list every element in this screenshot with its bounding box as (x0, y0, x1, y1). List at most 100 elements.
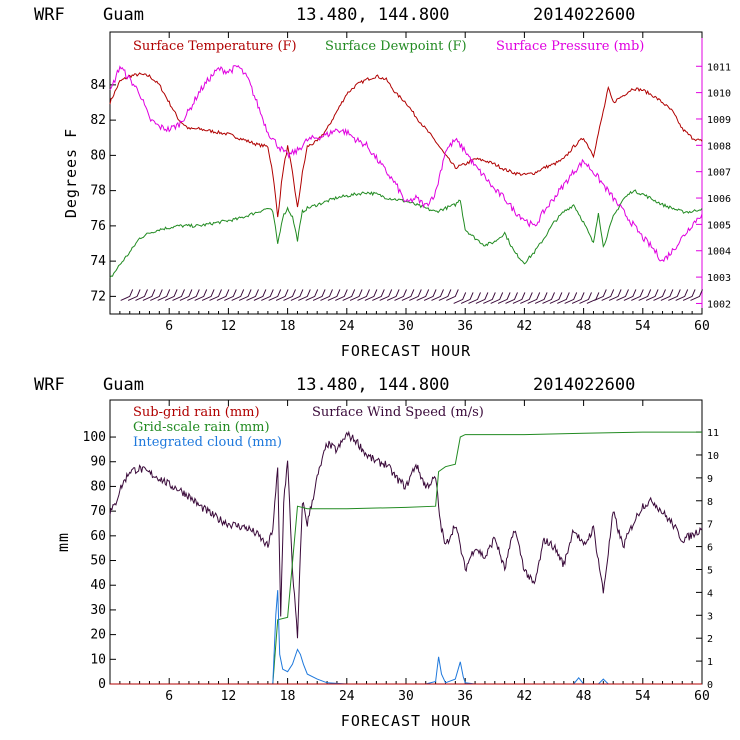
wind-barb (453, 292, 467, 304)
wind-barb (312, 289, 326, 301)
x-tick-label: 18 (280, 319, 296, 334)
wind-barb (253, 289, 267, 301)
y-tick-label: 82 (90, 113, 106, 128)
x-tick-label: 60 (694, 319, 710, 334)
y2-tick-label: 3 (707, 611, 713, 622)
chart2-series (109, 430, 703, 685)
series-pressure (109, 64, 703, 263)
chart2-xlabel: FORECAST HOUR (341, 712, 471, 730)
chart2-legend-wind-speed: Surface Wind Speed (m/s) (312, 405, 484, 420)
x-tick-label: 18 (280, 689, 296, 704)
x-tick-label: 54 (635, 689, 651, 704)
chart2-header-coords: 13.480, 144.800 (296, 375, 450, 395)
wind-barb (660, 289, 674, 301)
series-dewpoint (109, 189, 703, 278)
wind-barb (135, 289, 148, 301)
y2-tick-label: 5 (707, 565, 713, 576)
y2-tick-label: 10 (707, 451, 719, 462)
wind-barb (483, 292, 496, 304)
x-tick-label: 12 (221, 689, 237, 704)
y2-tick-label: 4 (707, 588, 713, 599)
wind-barb (608, 289, 622, 301)
wind-barb (549, 292, 563, 304)
chart1-wind-barbs (120, 289, 703, 304)
y2-tick-label: 1006 (707, 194, 731, 205)
wind-barb (468, 292, 481, 304)
wind-barb (379, 289, 393, 301)
wind-barb (616, 289, 629, 301)
chart1-legend-pressure: Surface Pressure (mb) (496, 39, 644, 54)
y2-tick-label: 9 (707, 474, 713, 485)
chart2-ylabel: mm (54, 532, 72, 552)
wind-barb (579, 292, 592, 304)
wind-barb (142, 289, 156, 301)
wind-barb (645, 289, 659, 301)
wind-barb (187, 289, 200, 301)
x-tick-label: 12 (221, 319, 237, 334)
y-tick-label: 74 (90, 254, 106, 269)
y2-tick-label: 1 (707, 657, 713, 668)
y-tick-label: 90 (90, 455, 106, 470)
wind-barb (431, 289, 444, 301)
x-tick-label: 42 (517, 689, 533, 704)
y-tick-label: 80 (90, 148, 106, 163)
wind-barb (224, 289, 237, 301)
x-tick-label: 54 (635, 319, 651, 334)
wind-barb (364, 289, 378, 301)
wind-barb (261, 289, 274, 301)
y-tick-label: 40 (90, 578, 106, 593)
x-tick-label: 6 (165, 689, 173, 704)
y2-tick-label: 6 (707, 543, 713, 554)
chart1-ylabel: Degrees F (62, 128, 80, 218)
wind-barb (298, 289, 311, 301)
wind-barb (564, 292, 578, 304)
wind-barb (246, 289, 259, 301)
wind-barb (320, 289, 333, 301)
y2-tick-label: 1003 (707, 273, 731, 284)
y2-tick-label: 1004 (707, 247, 731, 258)
y-tick-label: 76 (90, 219, 106, 234)
wind-barb (268, 289, 282, 301)
series-integrated-cloud (110, 590, 702, 685)
chart2-header-location: Guam (103, 375, 144, 395)
wind-barb (460, 292, 474, 304)
y-tick-label: 10 (90, 652, 106, 667)
wind-barb (342, 289, 356, 301)
y2-tick-label: 7 (707, 520, 713, 531)
wind-barb (438, 289, 452, 301)
wind-barb (194, 289, 208, 301)
wind-barb (571, 292, 585, 304)
wind-barb (446, 289, 459, 301)
wind-barb (386, 289, 400, 301)
chart1-header-location: Guam (103, 5, 144, 25)
chart1-xlabel: FORECAST HOUR (341, 342, 471, 360)
y2-tick-label: 1010 (707, 89, 731, 100)
wind-barb (120, 289, 134, 301)
wind-barb (357, 289, 370, 301)
y2-tick-label: 0 (707, 680, 713, 691)
x-tick-label: 6 (165, 319, 173, 334)
wind-barb (512, 292, 526, 304)
y-tick-label: 80 (90, 479, 106, 494)
wind-barb (497, 292, 511, 304)
wind-barb (409, 289, 422, 301)
wind-barb (172, 289, 185, 301)
wind-barb (349, 289, 363, 301)
y-tick-label: 100 (83, 430, 106, 445)
wind-barb (557, 292, 570, 304)
series-temperature (109, 72, 703, 218)
chart2-header-model: WRF (34, 375, 65, 395)
wind-barb (179, 289, 193, 301)
y2-tick-label: 11 (707, 428, 719, 439)
wind-barb (601, 289, 615, 301)
x-tick-label: 24 (339, 319, 355, 334)
y2-tick-label: 1005 (707, 220, 731, 231)
x-tick-label: 48 (576, 689, 592, 704)
wind-barb (238, 289, 252, 301)
y-tick-label: 60 (90, 529, 106, 544)
x-tick-label: 36 (457, 319, 473, 334)
chart1-legend-dewpoint: Surface Dewpoint (F) (325, 39, 467, 54)
x-tick-label: 24 (339, 689, 355, 704)
wind-barb (327, 289, 341, 301)
wind-barb (305, 289, 319, 301)
